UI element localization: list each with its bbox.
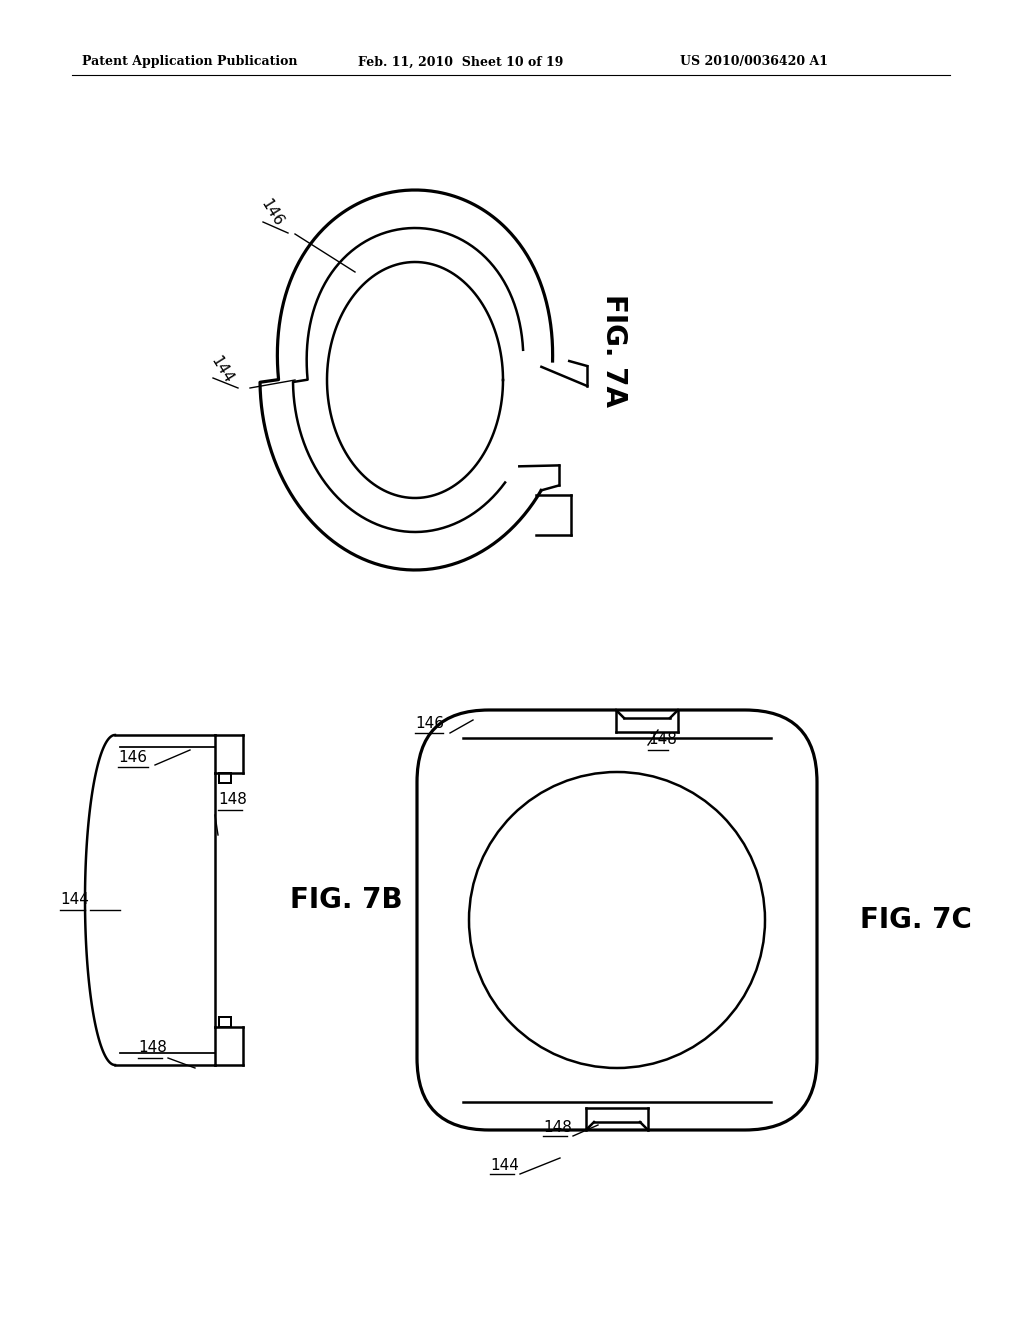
- Text: FIG. 7B: FIG. 7B: [290, 886, 402, 913]
- Text: FIG. 7A: FIG. 7A: [600, 293, 628, 407]
- Text: 144: 144: [208, 354, 236, 387]
- Text: Patent Application Publication: Patent Application Publication: [82, 55, 298, 69]
- Text: 146: 146: [118, 751, 147, 766]
- Text: 148: 148: [138, 1040, 167, 1056]
- Text: US 2010/0036420 A1: US 2010/0036420 A1: [680, 55, 828, 69]
- Text: FIG. 7C: FIG. 7C: [860, 906, 972, 935]
- Text: 148: 148: [543, 1121, 571, 1135]
- Text: 146: 146: [258, 197, 286, 230]
- Text: Feb. 11, 2010  Sheet 10 of 19: Feb. 11, 2010 Sheet 10 of 19: [358, 55, 563, 69]
- Text: 148: 148: [218, 792, 247, 808]
- Text: 146: 146: [415, 717, 444, 731]
- Text: 144: 144: [60, 892, 89, 908]
- Text: 148: 148: [648, 733, 677, 747]
- Text: 144: 144: [490, 1158, 519, 1172]
